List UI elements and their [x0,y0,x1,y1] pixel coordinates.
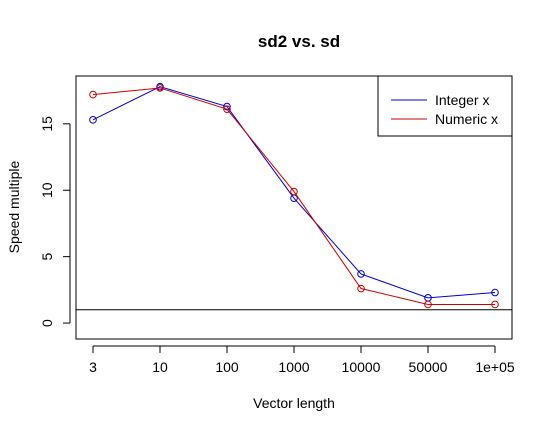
legend-label: Integer x [435,92,489,108]
x-tick-label: 1e+05 [475,359,515,375]
y-axis-label: Speed multiple [6,160,22,253]
x-tick-label: 3 [89,359,97,375]
legend: Integer x Numeric x [377,75,513,137]
data-point [89,90,97,99]
data-point [424,300,432,309]
data-point [156,84,164,92]
series-line-0 [92,86,496,299]
x-tick-label: 1000 [278,359,309,375]
data-point [357,270,365,278]
x-axis-label: Vector length [253,395,335,411]
y-tick-label: 15 [39,116,55,132]
series-line-1 [92,87,495,305]
y-tick-label: 5 [39,253,55,261]
x-tick-label: 10000 [342,359,381,375]
data-point [223,105,231,114]
series-layer [76,82,512,311]
y-tick-label: 0 [39,319,55,327]
data-point [290,187,298,196]
x-tick-label: 50000 [409,359,448,375]
y-tick-label: 10 [39,182,55,198]
legend-box [377,75,513,137]
x-tick-label: 10 [152,359,168,375]
y-axis: 0 5 10 15 [39,116,71,327]
data-point [491,288,499,297]
data-point [491,300,499,309]
plot-frame [75,75,513,340]
chart-title: sd2 vs. sd [258,32,340,51]
data-point [357,284,365,293]
legend-label: Numeric x [435,111,498,127]
data-point [89,116,97,124]
x-axis: 3 10 100 1000 10000 50000 1e+05 [89,345,515,375]
x-tick-label: 100 [215,359,239,375]
